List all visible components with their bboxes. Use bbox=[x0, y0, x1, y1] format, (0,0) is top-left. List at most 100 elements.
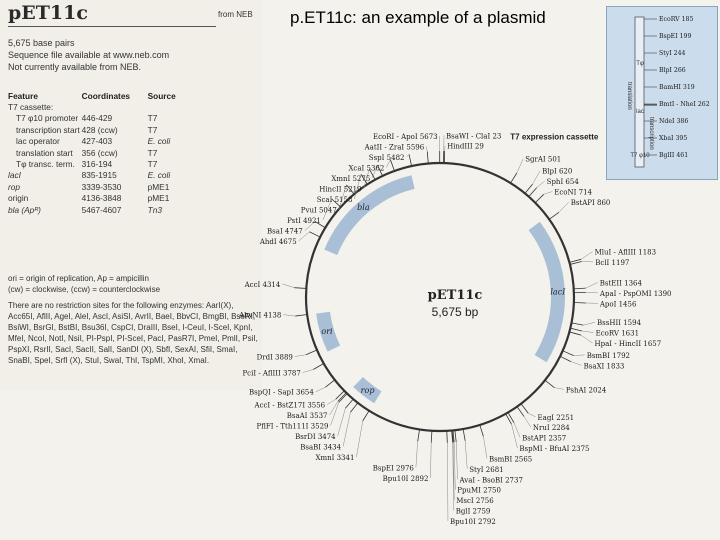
site-leader bbox=[464, 440, 468, 469]
site-leader bbox=[585, 292, 598, 294]
table-row: bla (Apᴿ) 5467-4607 Tn3 bbox=[8, 204, 162, 215]
plasmid-size: 5,675 bp bbox=[432, 305, 479, 319]
inset-site-label: BspEI 199 bbox=[659, 33, 691, 40]
site-label: BsaI 4747 bbox=[267, 228, 303, 236]
site-leader bbox=[452, 442, 455, 501]
slide-title: p.ET11c: an example of a plasmid bbox=[290, 8, 546, 27]
site-label: BssHII 1594 bbox=[597, 319, 642, 327]
plasmid-backbone bbox=[304, 161, 576, 433]
site-label: PpuMI 2750 bbox=[457, 487, 501, 495]
site-tick bbox=[430, 430, 433, 443]
site-label: XcaI 5362 bbox=[348, 165, 384, 173]
inset-label-term: Tφ bbox=[636, 61, 644, 67]
site-leader bbox=[570, 361, 582, 366]
site-tick bbox=[528, 187, 538, 197]
inset-site-label: EcoRV 185 bbox=[659, 16, 693, 23]
site-tick bbox=[360, 174, 368, 185]
site-leader bbox=[363, 169, 370, 189]
site-label: EcoNI 714 bbox=[554, 189, 592, 197]
table-row: lacI 835-1915 E. coli bbox=[8, 170, 171, 181]
inset-label-translation: translation bbox=[626, 82, 632, 110]
abbreviation-legend: ori = origin of replication, Ap = ampici… bbox=[8, 273, 258, 295]
site-tick bbox=[559, 355, 572, 362]
site-tick bbox=[569, 331, 582, 336]
site-label: SspI 5482 bbox=[369, 154, 405, 162]
site-leader bbox=[338, 184, 347, 210]
site-leader bbox=[354, 174, 362, 200]
site-leader bbox=[329, 401, 339, 416]
feature-arc-ori bbox=[316, 311, 341, 352]
site-tick bbox=[350, 402, 359, 413]
header-source: Source bbox=[147, 90, 176, 101]
inset-site-labels: EcoRV 185 BspEI 199 StyI 244 BlpI 266 BamHI … bbox=[644, 16, 710, 159]
site-label: AccI - BstZ17I 3556 bbox=[254, 402, 326, 410]
site-label: EcoRV 1631 bbox=[596, 330, 639, 338]
site-leader bbox=[543, 191, 553, 195]
site-label: EagI 2251 bbox=[538, 414, 575, 422]
site-tick bbox=[562, 350, 574, 356]
site-tick bbox=[534, 194, 545, 204]
site-label: XmnI 5275 bbox=[331, 175, 370, 183]
header-feature: Feature bbox=[8, 90, 38, 101]
site-leader bbox=[356, 420, 364, 458]
site-label: AlwNI 4138 bbox=[238, 312, 281, 320]
site-tick bbox=[544, 379, 555, 388]
site-tick bbox=[510, 172, 518, 184]
site-leader bbox=[516, 158, 524, 173]
site-label: BspEI 2976 bbox=[373, 465, 415, 473]
site-leader bbox=[342, 412, 351, 447]
document-title: pET11c bbox=[8, 2, 88, 24]
plasmid-name: pET11c bbox=[428, 288, 483, 303]
site-leader bbox=[330, 402, 340, 426]
site-ticks bbox=[282, 135, 598, 521]
site-label: XmnI 3341 bbox=[315, 454, 354, 462]
site-leader bbox=[302, 369, 314, 373]
site-leader bbox=[580, 334, 593, 344]
table-row: Tφ transc. term. 316-194 T7 bbox=[16, 159, 158, 170]
site-tick bbox=[462, 428, 466, 441]
site-leader bbox=[554, 387, 564, 390]
site-tick bbox=[451, 430, 454, 443]
feature-arc-bla bbox=[324, 175, 415, 256]
site-leader bbox=[532, 170, 541, 185]
site-leader bbox=[386, 159, 391, 168]
site-tick bbox=[520, 403, 529, 414]
site-label: BsaWI - ClaI 23 bbox=[446, 132, 501, 140]
table-row: rop 3339-3530 pME1 bbox=[8, 181, 170, 192]
inset-site-label: StyI 244 bbox=[659, 50, 686, 57]
site-leader bbox=[558, 201, 569, 213]
site-leader bbox=[283, 314, 296, 317]
site-label: HincII 5219 bbox=[319, 186, 361, 194]
site-leader bbox=[573, 354, 585, 356]
site-tick bbox=[548, 212, 560, 220]
site-leader bbox=[453, 442, 456, 490]
inset-label-promoter: T7 φ10 bbox=[630, 153, 650, 159]
site-tick bbox=[408, 154, 412, 167]
site-label: BsrDI 3474 bbox=[295, 433, 336, 441]
table-row: transcription start 428 (ccw) T7 bbox=[16, 124, 158, 135]
inset-site-label: XbaI 395 bbox=[659, 135, 687, 142]
table-header-row: Feature Coordinates Source bbox=[8, 90, 178, 101]
site-label: Bpu10I 2892 bbox=[383, 475, 429, 483]
inset-site-label: BamHI 319 bbox=[659, 84, 695, 91]
site-leader bbox=[430, 442, 432, 479]
site-label: DrdI 3889 bbox=[257, 353, 293, 361]
site-tick bbox=[479, 424, 484, 437]
table-row: lac operator 427-403 E. coli bbox=[16, 136, 171, 147]
section-label: T7 cassette: bbox=[8, 102, 54, 113]
table-row: T7 φ10 promoter 446-429 T7 bbox=[16, 113, 158, 124]
site-label: BstAPI 2357 bbox=[522, 435, 566, 443]
no-sites-text: There are no restriction sites for the f… bbox=[8, 301, 258, 365]
site-leader bbox=[282, 283, 295, 288]
feature-arc-laci bbox=[528, 221, 565, 363]
source-note: from NEB bbox=[218, 10, 253, 19]
title-divider bbox=[8, 26, 216, 27]
site-label: BsmBI 2565 bbox=[489, 455, 532, 463]
inset-label-lac: lac bbox=[636, 109, 644, 115]
site-tick bbox=[451, 430, 454, 443]
sequence-info: Sequence file available at www.neb.com bbox=[8, 50, 170, 60]
site-tick bbox=[337, 392, 347, 402]
site-label: BstEII 1364 bbox=[600, 279, 643, 287]
site-leader bbox=[528, 413, 536, 418]
feature-label-t7-cassette: T7 expression cassette bbox=[510, 132, 599, 141]
